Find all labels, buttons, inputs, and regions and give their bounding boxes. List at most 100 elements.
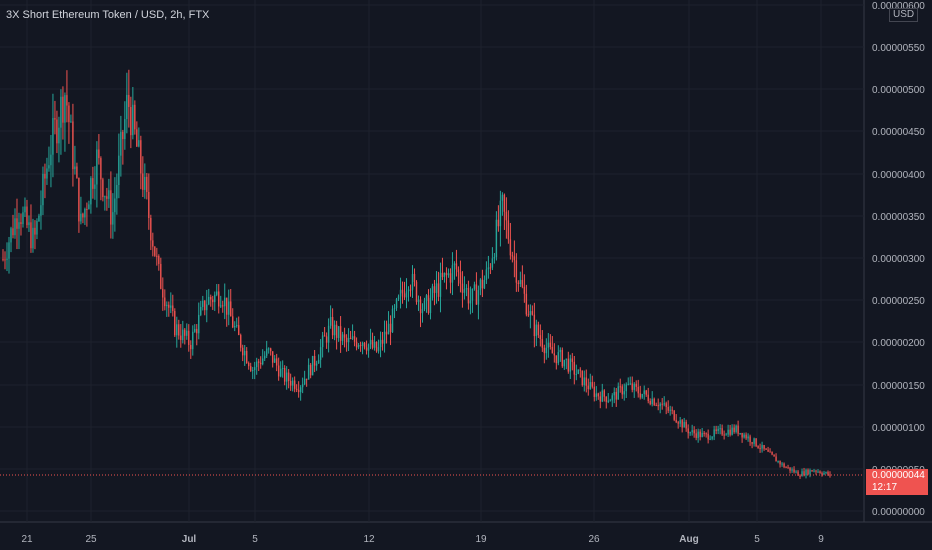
price-axis[interactable]: 0.00000600 0.00000550 0.00000500 0.00000450… — [872, 1, 925, 518]
candle-body — [347, 338, 350, 343]
candle-body — [102, 179, 104, 198]
candle-body — [801, 471, 803, 477]
candle-body — [557, 352, 560, 364]
candle-body — [361, 342, 364, 346]
candle-body — [399, 289, 402, 297]
candle-body — [609, 400, 611, 402]
candle-body — [679, 420, 681, 424]
candle-body — [166, 304, 168, 307]
candle-body — [232, 316, 234, 328]
candle-body — [164, 297, 166, 307]
candle-body — [16, 218, 18, 229]
candle-body — [238, 325, 240, 336]
candle-body — [208, 296, 210, 305]
candle-body — [535, 324, 538, 337]
candle-body — [6, 258, 8, 261]
candle-body — [649, 401, 651, 405]
candle-body — [693, 430, 695, 434]
candle-body — [727, 429, 729, 435]
candle-body — [757, 446, 759, 448]
candle-body — [26, 206, 28, 226]
candle-body — [815, 470, 817, 472]
candle-body — [172, 305, 174, 311]
candle-body — [663, 403, 665, 405]
candle-body — [222, 305, 224, 307]
candle-body — [549, 342, 552, 348]
candle-body — [160, 263, 162, 289]
candle-body — [777, 461, 779, 463]
candle-body — [437, 283, 440, 297]
y-tick-label: 0.00000150 — [872, 381, 925, 392]
candle-body — [110, 190, 112, 225]
x-tick-label: 21 — [21, 534, 33, 545]
candle-body — [359, 345, 362, 347]
candle-body — [513, 256, 516, 261]
candle-body — [623, 391, 625, 395]
candle-body — [46, 168, 48, 179]
candle-body — [619, 386, 621, 388]
candle-body — [733, 427, 735, 432]
candle-body — [144, 176, 146, 190]
candle-body — [647, 394, 649, 402]
candle-body — [325, 336, 328, 343]
candle-body — [625, 384, 627, 392]
candle-body — [403, 293, 406, 298]
candle-body — [819, 471, 821, 474]
candle-body — [371, 339, 374, 348]
candle-body — [419, 299, 422, 314]
candle-body — [385, 331, 388, 335]
candle-body — [771, 452, 773, 455]
candle-body — [627, 383, 629, 385]
candle-body — [413, 273, 416, 282]
candle-body — [501, 194, 504, 201]
candle-body — [132, 104, 134, 136]
candle-body — [683, 421, 685, 428]
last-price-tag: 0.00000044 12:17 — [866, 469, 928, 495]
candle-body — [671, 409, 673, 411]
candle-body — [711, 436, 713, 439]
candle-body — [521, 279, 524, 287]
chart-grid — [0, 0, 932, 523]
candle-body — [753, 438, 755, 444]
currency-unit-label[interactable]: USD — [889, 8, 919, 22]
candle-body — [615, 391, 617, 400]
candle-body — [483, 280, 486, 289]
chart-title: 3X Short Ethereum Token / USD, 2h, FTX — [6, 9, 210, 21]
candle-body — [313, 355, 316, 366]
candle-body — [42, 173, 44, 206]
candle-body — [375, 341, 378, 352]
candle-body — [613, 391, 615, 396]
candle-body — [555, 355, 558, 364]
x-tick-label: 9 — [818, 534, 824, 545]
candle-body — [471, 288, 474, 301]
candle-body — [8, 242, 10, 259]
candle-body — [633, 383, 635, 390]
candle-body — [691, 430, 693, 433]
candle-body — [240, 335, 242, 348]
candle-body — [467, 288, 470, 304]
time-axis[interactable]: 21 25 Jul 5 12 19 26 Aug 5 9 — [21, 534, 824, 545]
candle-body — [58, 127, 60, 144]
candle-body — [56, 119, 58, 144]
candle-body — [559, 349, 562, 353]
candle-body — [545, 347, 548, 354]
candle-body — [729, 429, 731, 435]
candle-body — [80, 213, 82, 222]
candle-body — [349, 338, 352, 340]
candle-body — [475, 284, 478, 305]
candle-body — [497, 219, 500, 227]
candle-body — [603, 390, 605, 397]
candle-body — [655, 405, 657, 407]
candle-body — [567, 358, 570, 372]
candle-body — [657, 405, 659, 407]
candle-body — [723, 434, 725, 436]
candle-body — [743, 434, 745, 438]
candle-body — [293, 380, 296, 389]
candle-body — [489, 267, 492, 269]
candle-body — [807, 469, 809, 475]
candle-body — [319, 347, 322, 360]
candle-body — [178, 324, 180, 336]
candle-body — [817, 471, 819, 473]
candle-body — [224, 297, 226, 307]
